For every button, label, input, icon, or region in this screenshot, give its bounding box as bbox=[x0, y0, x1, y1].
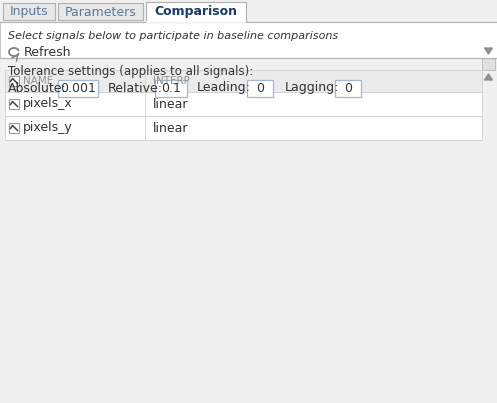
Bar bbox=[9, 99, 19, 109]
Text: linear: linear bbox=[153, 98, 188, 110]
Text: Select signals below to participate in baseline comparisons: Select signals below to participate in b… bbox=[8, 31, 338, 41]
Text: pixels_x: pixels_x bbox=[23, 98, 73, 110]
Polygon shape bbox=[485, 74, 493, 80]
Bar bbox=[335, 79, 361, 96]
Text: Absolute:: Absolute: bbox=[8, 81, 67, 94]
Bar bbox=[9, 123, 19, 133]
Bar bbox=[0, 58, 497, 403]
Text: Lagging:: Lagging: bbox=[285, 81, 339, 94]
Bar bbox=[5, 92, 482, 116]
Text: Tolerance settings (applies to all signals):: Tolerance settings (applies to all signa… bbox=[8, 64, 253, 77]
Bar bbox=[155, 79, 187, 96]
Text: Leading:: Leading: bbox=[197, 81, 251, 94]
Text: Comparison: Comparison bbox=[155, 6, 238, 19]
Bar bbox=[0, 0, 497, 22]
Polygon shape bbox=[485, 48, 493, 54]
Text: linear: linear bbox=[153, 121, 188, 135]
Bar bbox=[58, 3, 143, 20]
Bar bbox=[146, 2, 246, 22]
Text: Refresh: Refresh bbox=[24, 46, 72, 58]
Text: 0.1: 0.1 bbox=[161, 81, 181, 94]
Text: pixels_y: pixels_y bbox=[23, 121, 73, 135]
Text: Relative:: Relative: bbox=[108, 81, 163, 94]
Text: INTERP: INTERP bbox=[153, 76, 190, 86]
Bar bbox=[9, 76, 19, 86]
Bar bbox=[58, 79, 98, 96]
Text: NAME: NAME bbox=[23, 76, 53, 86]
Text: Inputs: Inputs bbox=[9, 6, 48, 19]
Bar bbox=[3, 3, 55, 20]
Bar bbox=[5, 116, 482, 140]
Text: 0: 0 bbox=[344, 81, 352, 94]
Bar bbox=[247, 79, 273, 96]
Bar bbox=[0, 22, 497, 58]
Bar bbox=[482, 58, 495, 70]
Text: 0.001: 0.001 bbox=[60, 81, 96, 94]
Text: Parameters: Parameters bbox=[65, 6, 136, 19]
Text: 0: 0 bbox=[256, 81, 264, 94]
Bar bbox=[5, 70, 482, 92]
